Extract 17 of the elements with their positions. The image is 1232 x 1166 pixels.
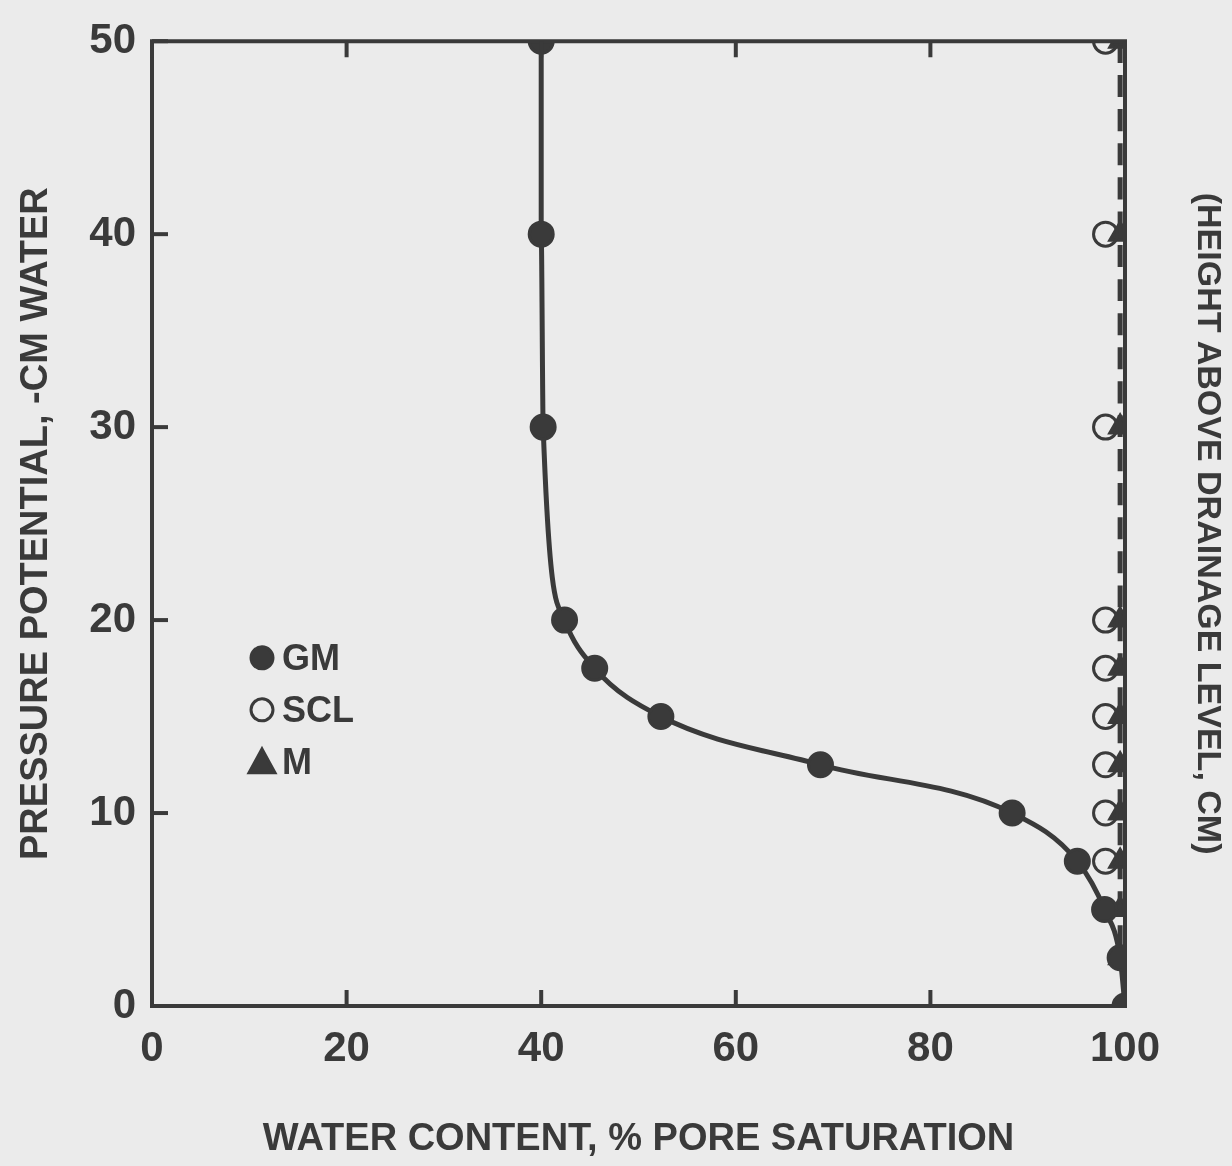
- x-tick-label: 20: [323, 1022, 370, 1070]
- legend-label: GM: [282, 636, 340, 678]
- legend-label: SCL: [282, 688, 354, 730]
- x-axis-title: WATER CONTENT, % PORE SATURATION: [262, 1115, 1015, 1158]
- x-tick-label: 40: [517, 1022, 565, 1070]
- x-tick-label: 80: [907, 1022, 954, 1070]
- x-tick-label: 100: [1089, 1022, 1161, 1070]
- x-tick-label: 60: [712, 1022, 760, 1070]
- y-tick-label: 40: [89, 207, 136, 255]
- legend-label: M: [282, 740, 312, 782]
- y-tick-label: 50: [89, 14, 136, 62]
- y2-axis-title: (HEIGHT ABOVE DRAINAGE LEVEL, CM): [1191, 192, 1230, 855]
- y-tick-label: 30: [89, 400, 136, 448]
- y-tick-label: 0: [112, 979, 136, 1027]
- y-tick-label: 10: [89, 786, 136, 834]
- y-axis-title: PRESSURE POTENTIAL, -CM WATER: [13, 187, 56, 860]
- y-tick-label: 20: [89, 593, 136, 641]
